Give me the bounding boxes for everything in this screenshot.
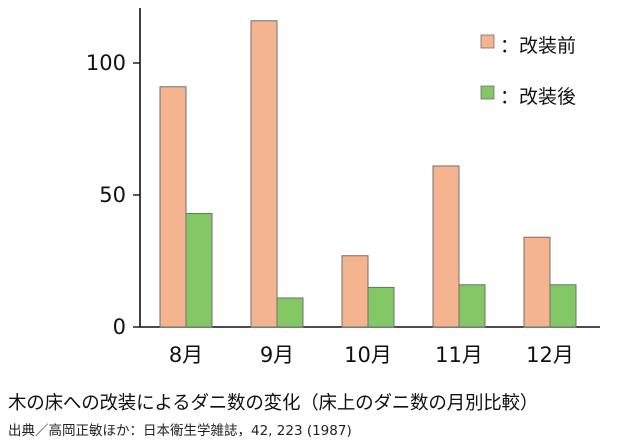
bar-before	[341, 255, 369, 328]
source-citation: 出典／高岡正敏ほか：日本衛生学雑誌，42, 223 (1987)	[8, 423, 352, 439]
bar-after	[549, 284, 577, 328]
bar-chart: 0 50 100 8月 9月 10月 11月 12月 ：改装前 ：改装後	[86, 8, 600, 367]
y-tick-label: 100	[86, 51, 126, 75]
bar-after	[458, 284, 486, 328]
legend-swatch	[480, 34, 495, 49]
bar-after	[367, 286, 395, 328]
legend-swatch	[480, 85, 495, 100]
x-tick-label: 10月	[344, 343, 392, 367]
bar-after	[276, 297, 304, 328]
y-tick-label: 50	[99, 183, 126, 207]
legend-label: ：改装前	[500, 35, 576, 57]
x-tick-label: 8月	[169, 343, 203, 367]
bar-after	[185, 212, 213, 328]
bar-before	[523, 236, 551, 328]
y-tick-label: 0	[113, 315, 126, 339]
bar-before	[432, 165, 460, 328]
x-tick-label: 9月	[260, 343, 294, 367]
x-tick-label: 11月	[435, 343, 483, 367]
bar-before	[159, 86, 187, 328]
bar-before	[250, 20, 278, 328]
chart-caption: 木の床への改装によるダニ数の変化（床上のダニ数の月別比較）	[8, 393, 539, 414]
x-tick-label: 12月	[526, 343, 574, 367]
legend-label: ：改装後	[500, 86, 576, 108]
